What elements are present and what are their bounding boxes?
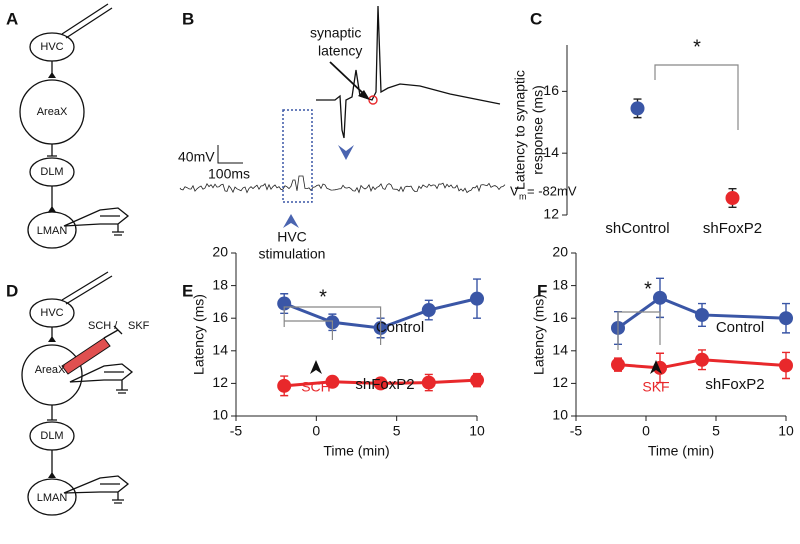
x-tick-label: 10 <box>469 423 485 439</box>
y-tick-label: 20 <box>212 244 228 260</box>
x-tick-label: -5 <box>230 423 243 439</box>
node-label: HVC <box>40 307 63 319</box>
circuit-diagram-a: HVC AreaX DLM LMAN <box>19 3 130 249</box>
point <box>277 378 292 393</box>
y-axis-label: Latency (ms) <box>191 294 207 375</box>
chart: 10 12 14 16 18 20 Latency (ms) -5 0 5 10 Time (min)… <box>531 244 794 459</box>
panel-label: B <box>182 9 194 28</box>
x-tick-label: shFoxP2 <box>703 220 762 237</box>
annotation: SKF <box>642 379 669 395</box>
annotation: HVC <box>277 229 307 245</box>
y-tick-label: 18 <box>552 276 568 292</box>
circuit-diagram-d: HVC AreaX DLM LMAN SCH / SKF <box>21 271 150 516</box>
x-tick-label: 5 <box>712 423 720 439</box>
series-label: Control <box>716 319 764 336</box>
y-tick-label: 14 <box>543 144 559 160</box>
panel-label: C <box>530 9 542 28</box>
node-label: DLM <box>40 430 63 442</box>
arrowhead <box>310 360 322 374</box>
point <box>725 191 740 205</box>
panel-label: A <box>6 9 18 28</box>
point <box>653 290 667 305</box>
node-label: HVC <box>40 41 63 53</box>
point <box>695 352 709 367</box>
vm-label: V <box>510 183 519 198</box>
drug-label: SKF <box>128 320 150 332</box>
annotation: * <box>644 278 652 300</box>
x-tick-label: 10 <box>778 423 794 439</box>
series-label: shFoxP2 <box>705 376 764 393</box>
x-tick-label: 5 <box>393 423 401 439</box>
chart: 12 14 16 Latency to synaptic response (ms) sh… <box>512 36 762 237</box>
y-tick-label: 20 <box>552 244 568 260</box>
point <box>470 373 484 388</box>
series-line <box>617 358 787 370</box>
point <box>470 291 484 306</box>
annotation: synaptic <box>310 25 361 41</box>
point <box>695 307 709 322</box>
y-tick-label: 10 <box>552 407 568 423</box>
vm-label: m <box>519 191 527 201</box>
significance-bracket <box>617 311 661 350</box>
point <box>421 303 436 318</box>
node-label: AreaX <box>37 106 68 118</box>
point <box>373 376 388 391</box>
series-label: shFoxP2 <box>355 376 414 393</box>
annotation: * <box>693 36 701 58</box>
arrowhead <box>650 360 662 374</box>
vm-label: = -82mV <box>527 183 577 198</box>
panel-label: F <box>537 281 547 300</box>
y-tick-label: 12 <box>552 374 568 390</box>
node-label: DLM <box>40 166 63 178</box>
y-tick-label: 18 <box>212 276 228 292</box>
y-axis-label: Latency (ms) <box>531 294 547 375</box>
drug-label: SCH / <box>88 320 118 332</box>
series-line <box>617 296 787 330</box>
point <box>325 374 340 389</box>
chart: 10 12 14 16 18 20 Latency (ms) -5 0 5 10 Time (min)… <box>191 244 485 459</box>
y-tick-label: 14 <box>212 342 228 358</box>
voltage-trace: synaptic latency 40mV 100ms V m = -82mV … <box>178 5 577 262</box>
point <box>421 375 436 390</box>
panel-label: E <box>182 281 193 300</box>
y-tick-label: 12 <box>212 374 228 390</box>
annotation: SCH <box>301 379 331 395</box>
y-tick-label: 12 <box>543 206 559 222</box>
annotation: stimulation <box>259 246 326 262</box>
panel-label: D <box>6 281 18 300</box>
y-axis-label: Latency to synaptic <box>512 70 528 190</box>
significance-bracket <box>654 64 739 130</box>
node-label: AreaX <box>35 364 66 376</box>
node-label: LMAN <box>37 225 68 237</box>
y-tick-label: 16 <box>212 309 228 325</box>
scale-label: 100ms <box>208 166 250 182</box>
y-tick-label: 10 <box>212 407 228 423</box>
x-tick-label: 0 <box>642 423 650 439</box>
x-axis-label: Time (min) <box>323 443 389 459</box>
x-tick-label: -5 <box>570 423 583 439</box>
significance-bracket <box>283 306 382 345</box>
point <box>630 101 645 116</box>
point <box>779 358 793 373</box>
scale-label: 40mV <box>178 149 215 165</box>
node-label: LMAN <box>37 492 68 504</box>
x-tick-label: shControl <box>605 220 669 237</box>
y-tick-label: 16 <box>552 309 568 325</box>
y-tick-label: 16 <box>543 82 559 98</box>
annotation: * <box>319 286 327 308</box>
point <box>779 311 793 326</box>
x-tick-label: 0 <box>312 423 320 439</box>
y-axis-label: response (ms) <box>530 85 546 174</box>
series-label: Control <box>376 319 424 336</box>
annotation: latency <box>318 43 362 59</box>
x-axis-label: Time (min) <box>648 443 714 459</box>
point <box>611 357 625 372</box>
y-tick-label: 14 <box>552 342 568 358</box>
